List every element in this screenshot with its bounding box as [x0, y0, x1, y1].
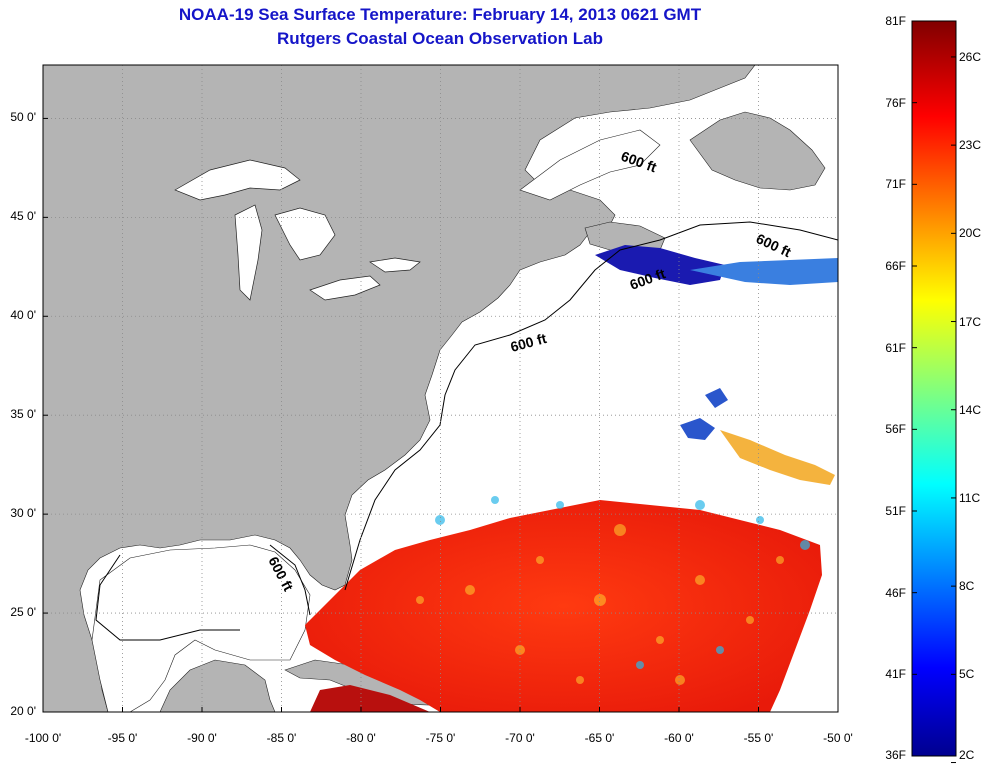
lon-tick-label: -95 0': [107, 731, 138, 745]
lat-tick-label: 30 0': [10, 506, 36, 521]
colorbar-label-celsius: 26C: [959, 49, 982, 64]
sst-texture: [416, 524, 784, 685]
colorbar-label-celsius: 20C: [959, 226, 982, 241]
latitude-axis: 50 0' 45 0' 40 0' 35 0' 30 0' 25 0' 20 0': [0, 0, 40, 770]
lat-tick-label: 20 0': [10, 704, 36, 718]
map-title: NOAA-19 Sea Surface Temperature: Februar…: [178, 5, 702, 24]
lon-tick-label: -75 0': [425, 731, 456, 745]
colorbar-label-fahrenheit: 56F: [885, 422, 906, 437]
lat-tick-label: 40 0': [10, 308, 36, 323]
colorbar-label-fahrenheit: 41F: [885, 667, 906, 682]
map-grid: [43, 65, 838, 712]
lon-tick-label: -65 0': [584, 731, 615, 745]
sst-cold-stream: [690, 258, 838, 285]
map-subtitle: Rutgers Coastal Ocean Observation Lab: [277, 29, 603, 48]
colorbar-label-fahrenheit: 81F: [885, 14, 906, 28]
land-newfoundland: [689, 111, 826, 191]
lon-tick-label: -100 0': [24, 731, 62, 745]
st-lawrence: [519, 129, 661, 201]
colorbar-label-celsius: 17C: [959, 314, 982, 329]
colorbar-label-fahrenheit: 51F: [885, 504, 906, 518]
lon-tick-label: -90 0': [187, 731, 217, 745]
colorbar-label-celsius: 11C: [959, 490, 981, 505]
great-lakes: [174, 159, 421, 301]
gulf-of-mexico: [91, 544, 311, 712]
colorbar-label-celsius: 23C: [959, 138, 982, 153]
colorbar-label-celsius: 5C: [959, 667, 975, 682]
colorbar-label-fahrenheit: 71F: [885, 177, 906, 192]
colorbar-label-fahrenheit: 61F: [885, 340, 906, 355]
axis-tick-marks: [42, 117, 839, 713]
sst-warm-region: [305, 500, 822, 712]
colorbar-label-fahrenheit: 46F: [885, 585, 906, 600]
lat-tick-label: 50 0': [10, 110, 36, 125]
lat-tick-label: 25 0': [10, 605, 36, 620]
sst-cold-scatter: [680, 388, 728, 440]
lat-tick-label: 45 0': [10, 209, 36, 224]
colorbar-label-celsius: 2C: [959, 748, 975, 762]
sst-very-warm-caribbean: [310, 685, 430, 712]
lon-tick-label: -85 0': [266, 731, 297, 745]
colorbar-label-fahrenheit: 76F: [885, 95, 906, 110]
lon-tick-label: -80 0': [346, 731, 376, 745]
sst-cold-region: [595, 245, 725, 285]
lat-tick-label: 35 0': [10, 407, 36, 422]
colorbar-label-fahrenheit: 66F: [885, 259, 906, 273]
colorbar-label-celsius: 8C: [959, 579, 975, 594]
contour-600ft: [95, 221, 838, 641]
lon-tick-label: -50 0': [823, 731, 853, 745]
sst-mid-band: [720, 430, 835, 485]
colorbar-label-celsius: 14C: [959, 402, 982, 417]
lon-tick-label: -70 0': [505, 731, 535, 745]
lon-tick-label: -55 0': [743, 731, 774, 745]
land-yucatan: [159, 659, 276, 712]
colorbar-label-fahrenheit: 36F: [885, 748, 906, 762]
sst-cool-edge: [435, 496, 810, 669]
lon-tick-label: -60 0': [664, 731, 694, 745]
